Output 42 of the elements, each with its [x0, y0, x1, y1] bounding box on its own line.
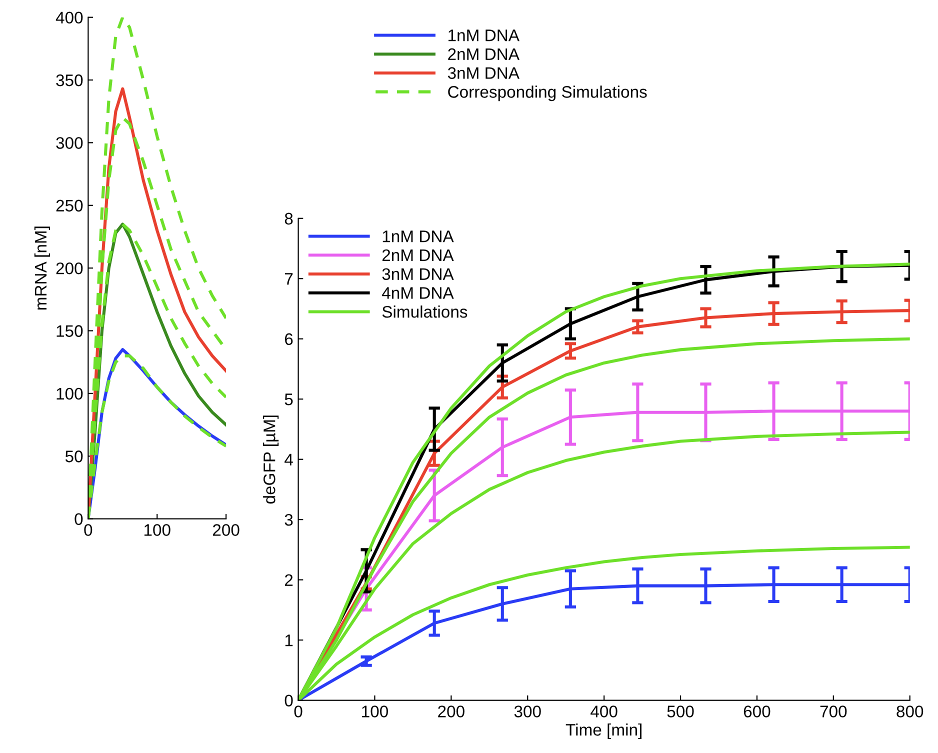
- y-tick-label: 100: [56, 388, 83, 400]
- x-tick-label: 400: [590, 706, 618, 718]
- legend-label: 2nM DNA: [382, 249, 454, 261]
- y-tick-label: 400: [56, 12, 83, 24]
- y-tick-label: 250: [56, 200, 83, 212]
- x-axis-title: Time [min]: [566, 723, 642, 739]
- y-tick-label: 4: [284, 454, 293, 466]
- legend-label: 4nM DNA: [382, 287, 454, 299]
- y-tick-label: 1: [285, 634, 293, 646]
- y-tick-label: 0: [284, 694, 293, 706]
- y-tick-label: 50: [65, 450, 83, 462]
- x-tick-label: 0: [84, 524, 92, 536]
- y-axis-title: mRNA [nM]: [34, 226, 50, 310]
- legend-label: Corresponding Simulations: [448, 86, 647, 102]
- y-axis-title: deGFP [µM]: [263, 416, 279, 504]
- legend-label: 2nM DNA: [448, 48, 520, 60]
- legend-label: 1nM DNA: [382, 230, 454, 242]
- y-tick-label: 200: [56, 262, 83, 274]
- legend-label: 3nM DNA: [448, 67, 520, 79]
- x-tick-label: 100: [144, 524, 170, 536]
- y-tick-label: 5: [284, 394, 293, 406]
- y-tick-label: 150: [56, 325, 83, 337]
- y-tick-label: 0: [74, 513, 83, 526]
- x-tick-label: 0: [294, 706, 302, 718]
- y-tick-label: 3: [284, 514, 293, 526]
- x-tick-label: 700: [820, 706, 847, 718]
- legend-label: 1nM DNA: [448, 30, 520, 42]
- y-tick-label: 350: [56, 74, 83, 86]
- x-tick-label: 600: [744, 706, 770, 718]
- x-tick-label: 100: [362, 706, 388, 718]
- legend-label: Simulations: [382, 306, 468, 318]
- y-tick-label: 8: [284, 212, 293, 225]
- y-tick-label: 300: [56, 137, 83, 149]
- x-tick-label: 300: [514, 706, 541, 718]
- x-tick-label: 200: [212, 524, 240, 536]
- x-tick-label: 200: [438, 706, 464, 718]
- y-tick-label: 2: [284, 574, 293, 586]
- legend-label: 3nM DNA: [382, 268, 454, 280]
- y-tick-label: 6: [285, 333, 293, 346]
- x-tick-label: 800: [896, 706, 924, 718]
- y-tick-label: 7: [285, 273, 293, 285]
- x-tick-label: 500: [667, 706, 694, 718]
